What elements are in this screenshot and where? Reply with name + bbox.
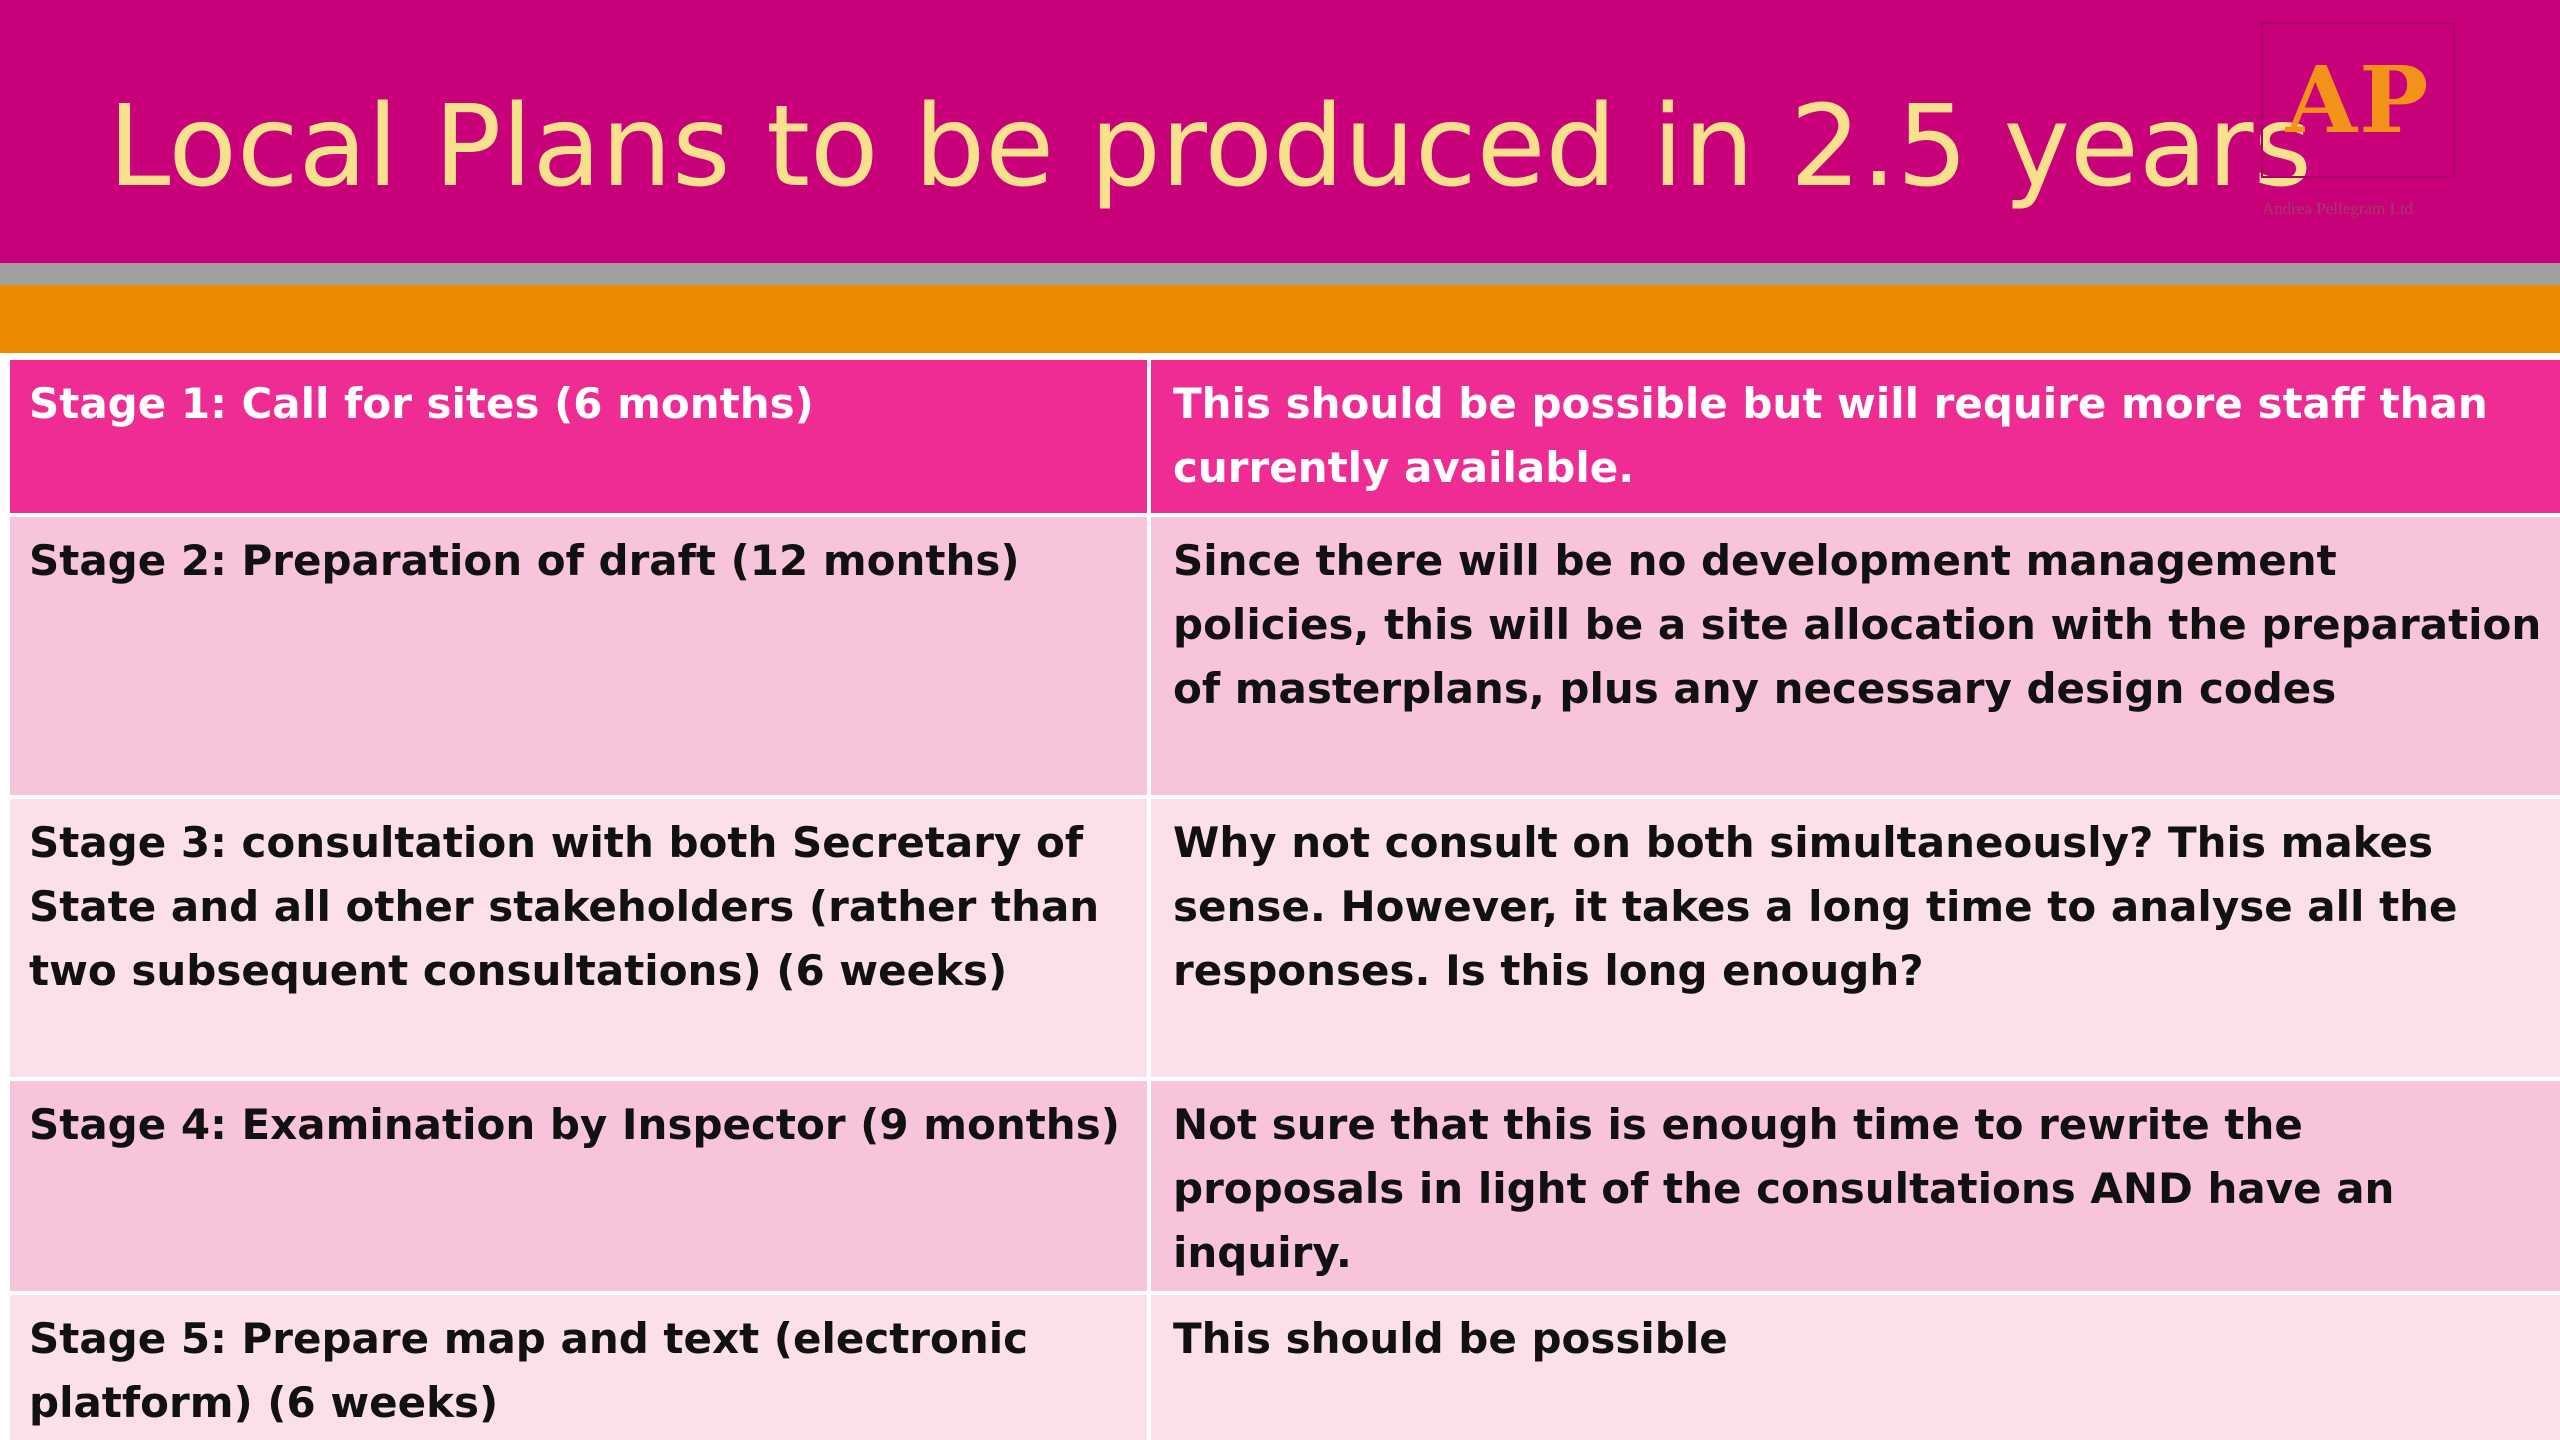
slide-title: Local Plans to be produced in 2.5 years xyxy=(108,82,2312,212)
stage-4-comment: Not sure that this is enough time to rew… xyxy=(1151,1081,2560,1291)
stage-3-comment: Why not consult on both simultaneously? … xyxy=(1151,799,2560,1077)
stages-table: Stage 1: Call for sites (6 months) This … xyxy=(10,360,2560,1440)
stage-5-cell: Stage 5: Prepare map and text (electroni… xyxy=(10,1295,1147,1440)
stage-4-cell: Stage 4: Examination by Inspector (9 mon… xyxy=(10,1081,1147,1291)
stage-1-cell: Stage 1: Call for sites (6 months) xyxy=(10,360,1147,513)
grey-divider-band xyxy=(0,263,2560,285)
logo-initials: AP xyxy=(2285,46,2431,154)
stage-1-comment: This should be possible but will require… xyxy=(1151,360,2560,513)
stage-3-cell: Stage 3: consultation with both Secretar… xyxy=(10,799,1147,1077)
logo-caption: Andrea Pellegram Ltd xyxy=(2262,199,2414,218)
company-logo: AP xyxy=(2261,22,2455,178)
orange-divider-band xyxy=(0,285,2560,353)
stage-5-comment: This should be possible xyxy=(1151,1295,2560,1440)
stage-2-comment: Since there will be no development manag… xyxy=(1151,517,2560,795)
stage-2-cell: Stage 2: Preparation of draft (12 months… xyxy=(10,517,1147,795)
title-bar: Local Plans to be produced in 2.5 years … xyxy=(0,0,2560,263)
